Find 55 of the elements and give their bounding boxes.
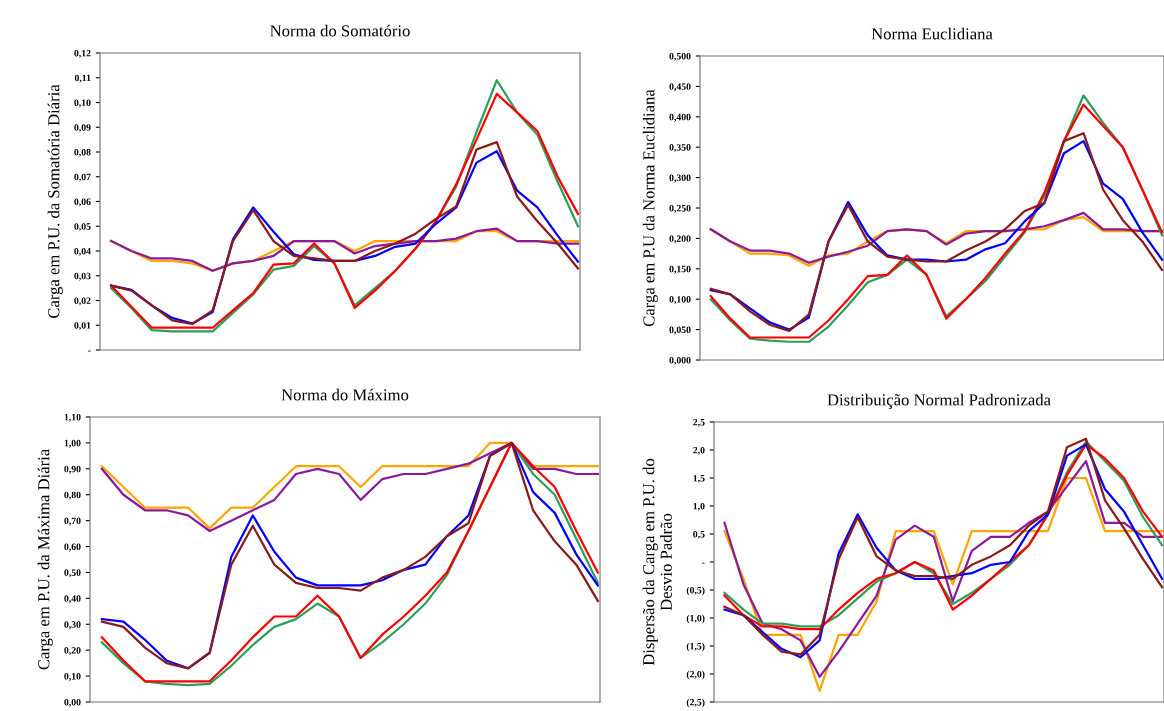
- y-tick-label: 0,06: [74, 198, 91, 207]
- y-tick-label: 0,100: [669, 296, 691, 305]
- y-axis-title: Carga em P.U. da Máxima Diária: [37, 449, 53, 670]
- y-tick-label: 0,400: [669, 113, 691, 122]
- y-tick-label: 0,350: [669, 144, 691, 153]
- chart-title: Norma do Somatório: [270, 24, 410, 37]
- y-tick-label: 0,30: [64, 621, 81, 630]
- y-tick-label: 0,050: [669, 326, 691, 335]
- y-tick-label: 0,02: [74, 297, 91, 306]
- chart-title: Norma do Máximo: [281, 388, 409, 401]
- y-tick-label: 1,10: [64, 413, 81, 422]
- y-tick-label: 0,03: [74, 272, 91, 281]
- y-tick-label: 0,04: [74, 247, 91, 256]
- y-tick-label: 0,05: [74, 223, 91, 232]
- y-tick-label: 0,20: [64, 647, 81, 656]
- y-tick-label: (1,5): [686, 642, 705, 652]
- y-tick-label: 0,60: [64, 543, 81, 552]
- y-tick-label: 0,300: [669, 174, 691, 183]
- y-tick-label: 1,0: [693, 502, 705, 511]
- y-tick-label: (1,0): [686, 614, 705, 624]
- y-tick-label: -: [88, 350, 91, 352]
- y-axis-title: Carga em P.U. da Somatória Diária: [47, 84, 63, 318]
- y-tick-label: 0,00: [64, 698, 81, 707]
- y-tick-label: 0,08: [74, 148, 91, 157]
- y-tick-label: 0,10: [64, 673, 81, 681]
- y-tick-label: 2,0: [693, 446, 705, 455]
- y-tick-label: 0,250: [669, 204, 691, 213]
- y-tick-label: 0,000: [669, 356, 691, 365]
- y-tick-label: 0,12: [74, 49, 91, 58]
- y-tick-label: 0,500: [669, 52, 691, 61]
- y-tick-label: 1,00: [64, 439, 81, 448]
- y-tick-label: 0,50: [64, 569, 81, 578]
- y-tick-label: 0,90: [64, 465, 81, 474]
- y-tick-label: 0,450: [669, 83, 691, 92]
- y-tick-label: -: [702, 562, 705, 564]
- y-axis-title: Dispersão da Carga em P.U. do Desvio Padrão: [642, 458, 672, 666]
- y-tick-label: 0,200: [669, 235, 691, 244]
- chart-title: Distribuição Normal Padronizada: [827, 393, 1051, 409]
- y-tick-label: 0,70: [64, 517, 81, 526]
- y-tick-label: 0,150: [669, 265, 691, 274]
- y-tick-label: 1,5: [693, 474, 705, 483]
- y-tick-label: (2,5): [686, 698, 705, 708]
- chart-title: Norma Euclidiana: [871, 27, 993, 40]
- y-tick-label: 0,10: [74, 99, 91, 108]
- y-tick-label: 0,5: [693, 530, 705, 539]
- y-tick-label: 0,80: [64, 491, 81, 500]
- y-tick-label: 0,09: [74, 124, 91, 133]
- y-tick-label: 0,11: [74, 74, 91, 83]
- y-tick-label: 0,01: [74, 322, 91, 331]
- y-tick-label: 2,5: [693, 418, 705, 427]
- y-tick-label: (2,0): [686, 670, 705, 680]
- y-tick-label: (0,5): [686, 586, 705, 596]
- y-axis-title: Carga em P.U da Norma Euclidiana: [642, 89, 658, 327]
- y-tick-label: 0,07: [74, 173, 91, 182]
- y-tick-label: 0,40: [64, 595, 81, 604]
